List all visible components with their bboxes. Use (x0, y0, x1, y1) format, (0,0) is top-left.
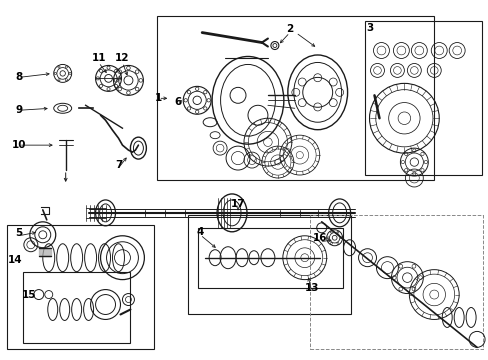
Text: 14: 14 (7, 255, 22, 265)
Bar (309, 215, 482, 349)
Text: 3: 3 (365, 23, 372, 33)
Text: 4: 4 (196, 227, 203, 237)
Bar (364, 21, 481, 175)
Text: 17: 17 (230, 199, 245, 209)
Text: 7: 7 (115, 160, 122, 170)
Bar (157, 15, 433, 180)
Text: 6: 6 (174, 97, 182, 107)
Text: 11: 11 (91, 54, 105, 63)
Bar (198, 228, 342, 288)
Text: 16: 16 (312, 233, 326, 243)
Text: 10: 10 (12, 140, 26, 150)
Bar (23, 272, 130, 343)
Text: 13: 13 (304, 283, 318, 293)
Text: 5: 5 (15, 228, 22, 238)
Bar (7, 225, 154, 349)
Text: 1: 1 (154, 93, 162, 103)
Text: 15: 15 (21, 289, 36, 300)
Text: 2: 2 (285, 24, 293, 33)
Text: 9: 9 (15, 105, 22, 115)
Bar (188, 215, 350, 315)
Polygon shape (39, 248, 51, 256)
Text: 12: 12 (115, 54, 129, 63)
Text: 8: 8 (15, 72, 22, 82)
